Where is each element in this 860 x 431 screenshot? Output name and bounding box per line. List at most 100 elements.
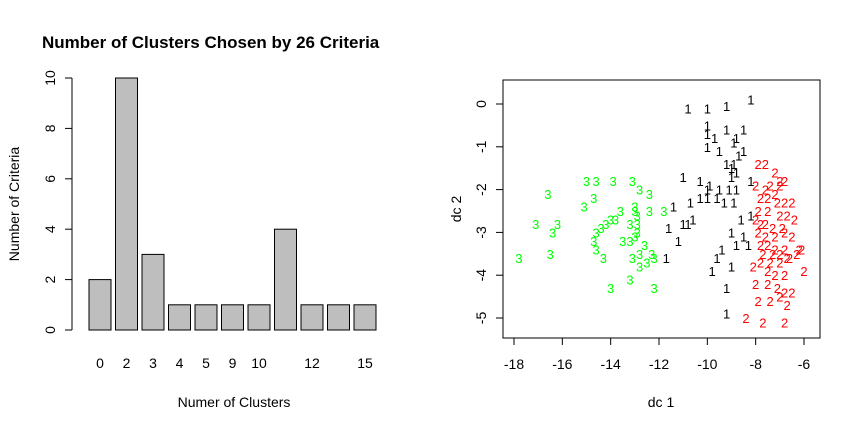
scatter-point-1-34: 1 xyxy=(730,195,737,210)
scatter-point-1-10: 1 xyxy=(704,140,711,155)
scatter-point-2-43: 2 xyxy=(786,251,793,266)
scatter-point-3-41: 3 xyxy=(626,272,633,287)
scatter-point-2-28: 2 xyxy=(781,225,788,240)
scatter-y-tick-4: -4 xyxy=(473,269,489,282)
scatter-point-2-11: 2 xyxy=(764,191,771,206)
scatter-point-2-18: 2 xyxy=(783,208,790,223)
scatter-point-3-39: 3 xyxy=(651,251,658,266)
bar-y-tick-2: 4 xyxy=(42,225,58,233)
scatter-point-2-60: 2 xyxy=(759,315,766,330)
scatter-point-3-15: 3 xyxy=(532,217,539,232)
scatter-point-1-45: 1 xyxy=(745,238,752,253)
bar-y-axis-label: Number of Criteria xyxy=(6,147,22,262)
scatter-point-3-25: 3 xyxy=(619,234,626,249)
scatter-point-3-43: 3 xyxy=(651,281,658,296)
scatter-point-2-20: 2 xyxy=(752,213,759,228)
scatter-point-2-56: 2 xyxy=(767,294,774,309)
scatter-point-2-44: 2 xyxy=(798,243,805,258)
scatter-point-3-16: 3 xyxy=(554,217,561,232)
scatter-point-3-24: 3 xyxy=(597,221,604,236)
scatter-point-3-35: 3 xyxy=(547,247,554,262)
scatter-point-2-32: 2 xyxy=(771,243,778,258)
scatter-x-tick-3: -12 xyxy=(649,356,669,372)
scatter-point-3-13: 3 xyxy=(646,204,653,219)
scatter-point-2-24: 2 xyxy=(779,221,786,236)
scatter-point-1-28: 1 xyxy=(670,200,677,215)
scatter-point-3-31: 3 xyxy=(593,243,600,258)
scatter-point-1-20: 1 xyxy=(728,170,735,185)
bar-9 xyxy=(327,304,350,331)
scatter-point-1-46: 1 xyxy=(718,243,725,258)
scatter-point-3-4: 3 xyxy=(629,174,636,189)
scatter-point-2-29: 2 xyxy=(788,230,795,245)
bar-0 xyxy=(88,279,112,331)
scatter-point-2-7: 2 xyxy=(776,178,783,193)
scatter-point-1-3: 1 xyxy=(747,93,754,108)
scatter-point-1-2: 1 xyxy=(723,99,730,114)
scatter-point-3-3: 3 xyxy=(609,174,616,189)
bar-x-tick-0: 0 xyxy=(96,355,104,371)
scatter-point-2-12: 2 xyxy=(774,195,781,210)
scatter-point-3-8: 3 xyxy=(590,191,597,206)
scatter-point-1-40: 1 xyxy=(747,208,754,223)
scatter-point-1-9: 1 xyxy=(733,131,740,146)
scatter-point-1-29: 1 xyxy=(687,195,694,210)
scatter-x-axis-label: dc 1 xyxy=(648,394,675,410)
scatter-point-2-33: 2 xyxy=(781,243,788,258)
scatter-point-3-7: 3 xyxy=(580,200,587,215)
scatter-point-2-40: 2 xyxy=(757,255,764,270)
scatter-point-3-22: 3 xyxy=(549,225,556,240)
scatter-point-2-57: 2 xyxy=(776,290,783,305)
scatter-point-1-17: 1 xyxy=(728,161,735,176)
scatter-point-1-52: 1 xyxy=(723,307,730,322)
bar-x-tick-1: 2 xyxy=(123,355,131,371)
scatter-point-3-37: 3 xyxy=(629,251,636,266)
scatter-point-2-14: 2 xyxy=(788,195,795,210)
scatter-point-3-29: 3 xyxy=(626,234,633,249)
scatter-point-3-9: 3 xyxy=(617,204,624,219)
scatter-point-1-18: 1 xyxy=(680,170,687,185)
scatter-point-3-1: 3 xyxy=(583,174,590,189)
bar-x-tick-10: 15 xyxy=(357,355,373,371)
bar-y-tick-4: 8 xyxy=(42,124,58,132)
scatter-x-tick-5: -8 xyxy=(749,356,762,372)
bar-x-axis-label: Numer of Clusters xyxy=(178,394,291,410)
scatter-point-3-42: 3 xyxy=(607,281,614,296)
scatter-point-3-21: 3 xyxy=(634,217,641,232)
scatter-point-2-31: 2 xyxy=(764,238,771,253)
bar-y-tick-5: 10 xyxy=(42,70,58,86)
scatter-point-1-11: 1 xyxy=(716,144,723,159)
scatter-point-2-26: 2 xyxy=(762,230,769,245)
scatter-point-2-48: 2 xyxy=(781,268,788,283)
scatter-point-3-32: 3 xyxy=(636,247,643,262)
scatter-point-1-23: 1 xyxy=(704,183,711,198)
scatter-point-1-8: 1 xyxy=(711,131,718,146)
scatter-point-2-55: 2 xyxy=(754,294,761,309)
scatter-point-1-48: 1 xyxy=(663,251,670,266)
scatter-point-1-43: 1 xyxy=(675,234,682,249)
bar-series xyxy=(88,77,377,331)
scatter-point-1-22: 1 xyxy=(747,174,754,189)
scatter-point-3-23: 3 xyxy=(593,225,600,240)
bar-7 xyxy=(274,228,297,331)
scatter-point-2-3: 2 xyxy=(776,174,783,189)
bar-y-axis: 0 2 4 6 8 10 xyxy=(42,70,73,334)
bar-8 xyxy=(300,304,324,331)
scatter-point-2-23: 2 xyxy=(769,221,776,236)
scatter-point-2-51: 2 xyxy=(764,277,771,292)
scatter-point-2-41: 2 xyxy=(767,255,774,270)
scatter-point-2-10: 2 xyxy=(757,191,764,206)
scatter-point-1-31: 1 xyxy=(704,191,711,206)
scatter-point-2-6: 2 xyxy=(767,178,774,193)
bar-y-tick-0: 0 xyxy=(42,326,58,334)
bar-chart-title: Number of Clusters Chosen by 26 Criteria xyxy=(42,33,380,52)
scatter-point-2-9: 2 xyxy=(771,187,778,202)
scatter-point-1-30: 1 xyxy=(696,191,703,206)
scatter-x-tick-6: -6 xyxy=(798,356,811,372)
scatter-point-2-2: 2 xyxy=(771,165,778,180)
scatter-point-2-50: 2 xyxy=(752,277,759,292)
scatter-point-1-49: 1 xyxy=(728,260,735,275)
scatter-point-2-34: 2 xyxy=(796,243,803,258)
